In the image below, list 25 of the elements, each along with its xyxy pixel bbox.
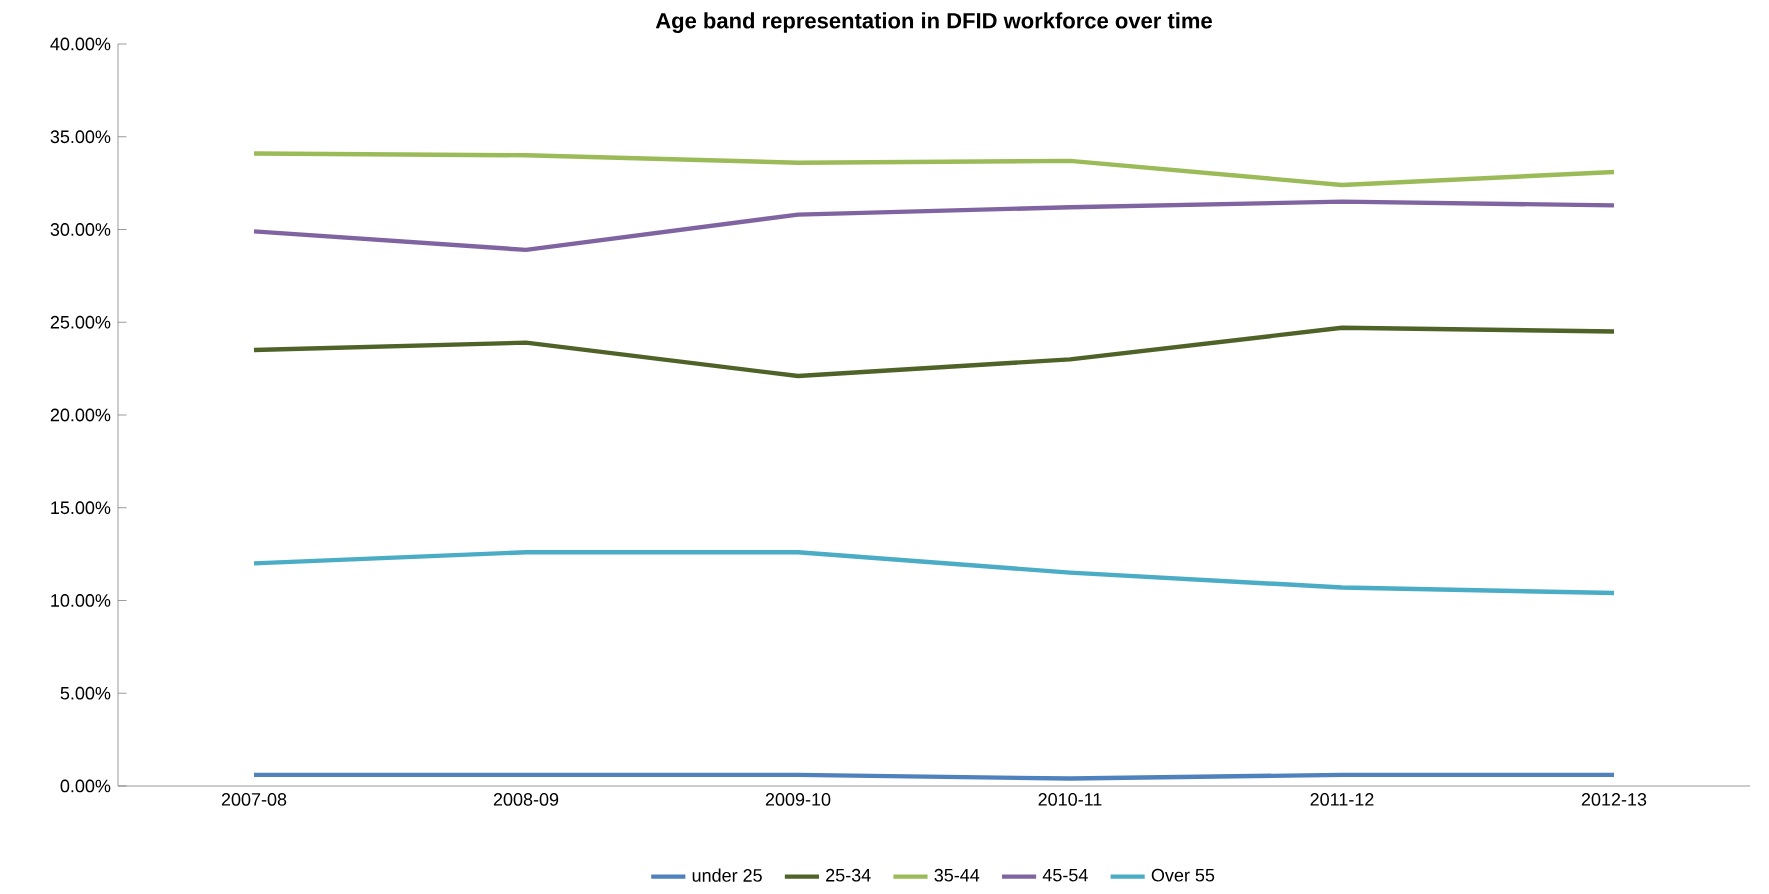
y-tick-label: 40.00% [50, 37, 111, 51]
x-tick-label: 2012-13 [1581, 793, 1647, 806]
legend-label: under 25 [692, 868, 762, 882]
legend-label: 25-34 [826, 868, 871, 882]
x-tick-label: 2007-08 [221, 793, 287, 806]
y-tick-label: 25.00% [50, 315, 111, 329]
x-tick-label: 2008-09 [493, 793, 559, 806]
line-series [251, 325, 1617, 379]
y-tick-label: 0.00% [60, 779, 111, 793]
legend-label: 35-44 [934, 868, 980, 882]
y-tick-label: 30.00% [50, 223, 111, 236]
line-series [251, 550, 1617, 596]
y-tick-label: 10.00% [51, 594, 111, 607]
x-tick-label: 2009-10 [765, 793, 831, 806]
y-tick-label: 20.00% [50, 408, 111, 422]
line-series [251, 151, 1617, 188]
x-tick-label: 2011-12 [1310, 793, 1374, 806]
x-tick-label: 2010-11 [1038, 793, 1102, 806]
legend-label: 45-54 [1042, 868, 1088, 882]
line-series [251, 199, 1617, 253]
y-tick-label: 15.00% [51, 501, 111, 515]
chart-title: Age band representation in DFID workforce over time [655, 12, 1212, 33]
legend-label: Over 55 [1151, 868, 1215, 882]
y-tick-label: 35.00% [50, 130, 111, 144]
y-tick-label: 5.00% [60, 686, 111, 700]
